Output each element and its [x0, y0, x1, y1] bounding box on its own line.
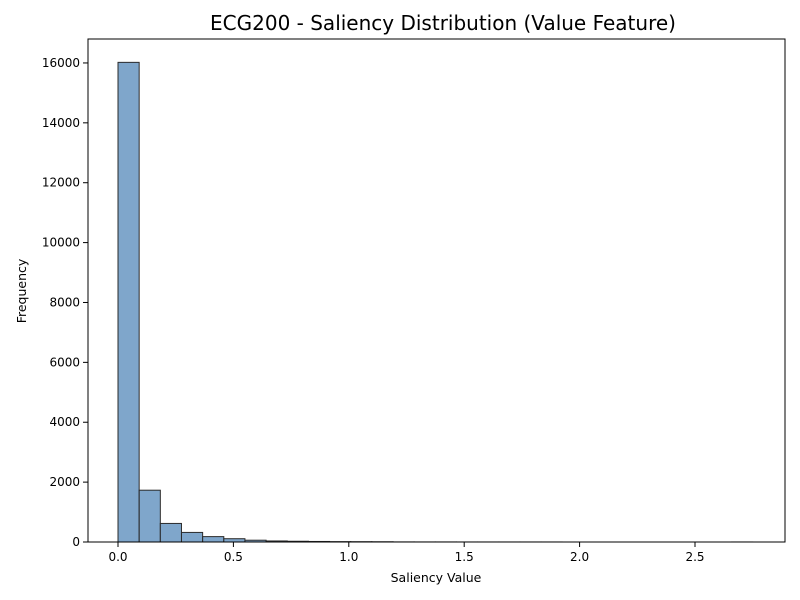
- x-axis-label: Saliency Value: [391, 570, 482, 585]
- y-tick-label: 4000: [49, 415, 80, 429]
- x-tick-label: 2.0: [570, 550, 589, 564]
- histogram-bar: [138, 489, 161, 543]
- x-tick-label: 0.0: [108, 550, 127, 564]
- x-tick-label: 1.0: [339, 550, 358, 564]
- y-tick-label: 14000: [42, 116, 80, 130]
- y-axis: 0 2000 4000 6000 8000 10000 12000 14000 16000: [42, 56, 88, 549]
- histogram-bar: [159, 522, 182, 543]
- y-tick-label: 0: [72, 535, 80, 549]
- y-tick-label: 2000: [49, 475, 80, 489]
- chart-title: ECG200 - Saliency Distribution (Value Fe…: [210, 11, 676, 35]
- y-tick-label: 12000: [42, 176, 80, 190]
- x-tick-label: 0.5: [224, 550, 243, 564]
- histogram-bar: [202, 536, 225, 543]
- histogram-bar: [180, 531, 204, 543]
- y-tick-label: 10000: [42, 236, 80, 250]
- plot-frame: [87, 38, 786, 543]
- histogram-bar: [117, 61, 140, 543]
- x-axis: 0.0 0.5 1.0 1.5 2.0 2.5: [108, 542, 705, 564]
- y-tick-label: 6000: [49, 355, 80, 369]
- y-axis-label: Frequency: [14, 258, 29, 323]
- x-tick-label: 1.5: [455, 550, 474, 564]
- y-tick-label: 8000: [49, 295, 80, 309]
- y-tick-label: 16000: [42, 56, 80, 70]
- x-tick-label: 2.5: [685, 550, 704, 564]
